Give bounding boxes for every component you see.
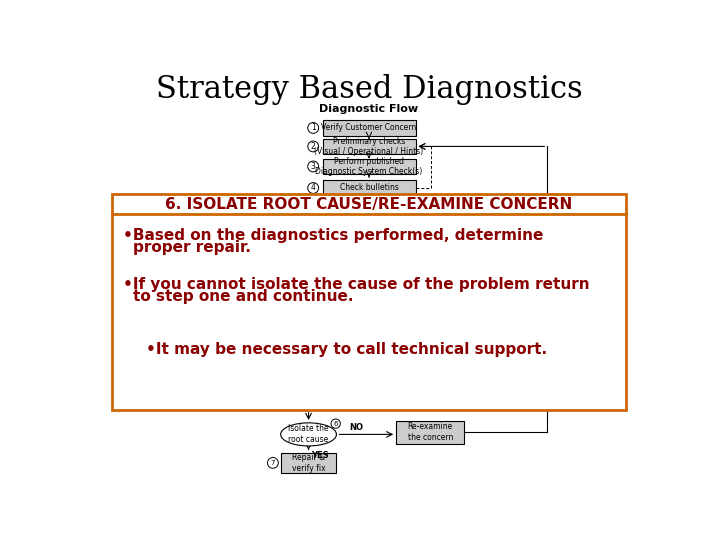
Circle shape [307,161,319,172]
Text: 2: 2 [311,142,315,151]
Text: Perform published
Diagnostic System Check(s): Perform published Diagnostic System Chec… [315,157,423,176]
FancyBboxPatch shape [323,139,415,154]
Circle shape [307,183,319,193]
Text: Check bulletins: Check bulletins [340,184,398,192]
Text: Re-examine
the concern: Re-examine the concern [408,422,453,442]
Text: •It may be necessary to call technical support.: •It may be necessary to call technical s… [145,342,547,357]
FancyBboxPatch shape [323,180,415,195]
Text: Isolate the
root cause: Isolate the root cause [288,424,329,444]
Text: 6. ISOLATE ROOT CAUSE/RE-EXAMINE CONCERN: 6. ISOLATE ROOT CAUSE/RE-EXAMINE CONCERN [166,197,572,212]
Text: Strategy Based Diagnostics: Strategy Based Diagnostics [156,74,582,105]
Text: 1: 1 [311,124,315,132]
Text: proper repair.: proper repair. [133,240,251,255]
Circle shape [307,141,319,152]
Ellipse shape [281,423,336,446]
FancyBboxPatch shape [396,421,464,444]
Text: Diagnostic Flow: Diagnostic Flow [320,104,418,114]
Circle shape [331,419,341,428]
Text: •If you cannot isolate the cause of the problem return: •If you cannot isolate the cause of the … [122,276,589,292]
Circle shape [267,457,279,468]
Text: •Based on the diagnostics performed, determine: •Based on the diagnostics performed, det… [122,228,543,243]
Text: 4: 4 [311,184,315,192]
FancyBboxPatch shape [281,453,336,473]
FancyBboxPatch shape [323,159,415,174]
Text: Verify Customer Concern: Verify Customer Concern [321,124,417,132]
Text: NO: NO [350,423,364,432]
Text: 6: 6 [333,421,338,427]
Text: Repair &
verify fix: Repair & verify fix [292,453,325,473]
FancyBboxPatch shape [112,194,626,410]
Circle shape [307,123,319,133]
Text: to step one and continue.: to step one and continue. [133,289,354,304]
Text: 3: 3 [311,162,315,171]
Text: 7: 7 [271,460,275,466]
Text: Preliminary checks
(Visual / Operational / Hints): Preliminary checks (Visual / Operational… [315,137,423,156]
Text: YES: YES [311,450,328,460]
FancyBboxPatch shape [323,120,415,136]
